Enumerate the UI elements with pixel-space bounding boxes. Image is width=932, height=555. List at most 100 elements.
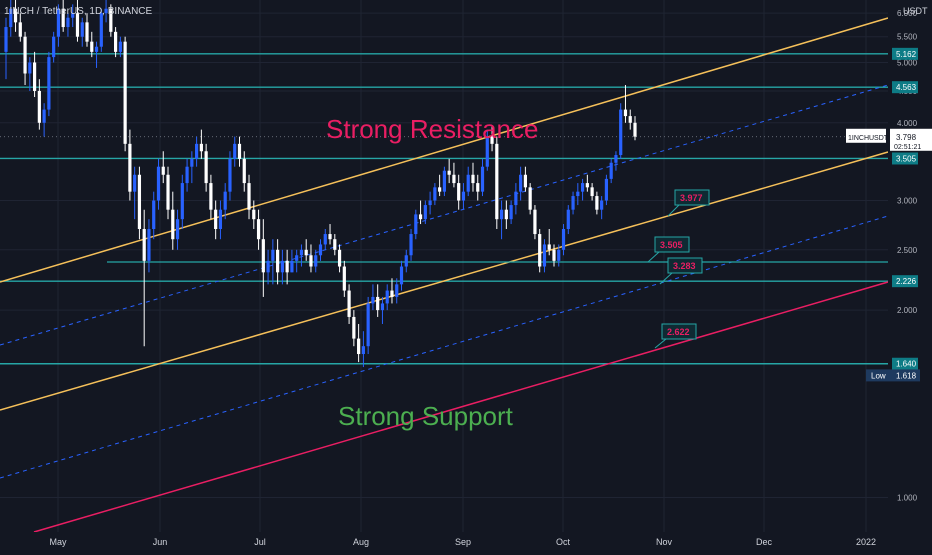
time-axis-background xyxy=(0,532,932,550)
candle-body xyxy=(504,209,508,220)
candle-body xyxy=(13,8,18,23)
candle-body xyxy=(28,62,32,74)
level-price-label: 5.162 xyxy=(896,50,917,59)
y-tick-label: 4.000 xyxy=(897,119,918,128)
y-tick-label: 5.500 xyxy=(897,33,918,42)
currency-label: USDT xyxy=(903,6,928,16)
candle-body xyxy=(576,191,580,197)
candle-body xyxy=(18,22,22,37)
candle-body xyxy=(199,143,203,152)
candle-body xyxy=(476,183,480,192)
candle-body xyxy=(171,209,175,240)
callout-value: 3.977 xyxy=(680,193,703,203)
candle-body xyxy=(609,162,613,179)
candle-body xyxy=(295,255,299,261)
candle-body xyxy=(604,178,609,201)
x-tick-label: May xyxy=(49,537,67,547)
candle-body xyxy=(37,90,41,123)
candle-body xyxy=(71,13,75,18)
candle-body xyxy=(528,187,532,210)
level-price-tag xyxy=(892,357,918,370)
candle-body xyxy=(390,290,394,297)
candle-body xyxy=(519,174,523,192)
candle-body xyxy=(623,109,628,117)
callout-value: 3.283 xyxy=(673,261,696,271)
level-price-label: 4.563 xyxy=(896,83,917,92)
candle-body xyxy=(428,200,432,206)
candle-body xyxy=(457,183,461,201)
candle-body xyxy=(256,219,261,240)
candle-body xyxy=(23,36,27,74)
annotations-layer: Strong Resistance Strong Support 1INCH /… xyxy=(4,6,710,431)
candle-body xyxy=(147,229,151,261)
candle-body xyxy=(333,239,337,250)
candle-body xyxy=(442,170,446,192)
support-label: Strong Support xyxy=(338,401,514,431)
candle-body xyxy=(61,8,65,28)
candle-body xyxy=(218,209,223,230)
candle-body xyxy=(9,8,13,28)
candle-body xyxy=(418,214,423,220)
candle-body xyxy=(347,290,351,317)
candle-body xyxy=(237,143,242,159)
candle-body xyxy=(585,183,589,188)
candle-body xyxy=(214,209,218,230)
level-price-label: 1.640 xyxy=(896,360,917,369)
candle-body xyxy=(471,174,475,184)
candle-body xyxy=(161,166,165,175)
candle-body xyxy=(266,260,270,273)
candle-body xyxy=(342,266,346,291)
time-axis[interactable]: May Jun Jul Aug Sep Oct Nov Dec 2022 xyxy=(0,532,932,550)
y-tick-label: 5.000 xyxy=(897,58,918,67)
candle-body xyxy=(290,260,294,273)
candle-body xyxy=(523,174,528,188)
level-price-label: 3.505 xyxy=(896,154,917,163)
candle-body xyxy=(285,260,289,273)
candle-body xyxy=(361,346,365,355)
candle-body xyxy=(633,122,637,137)
candle-body xyxy=(404,255,408,267)
x-tick-label: Jun xyxy=(153,537,168,547)
candle-body xyxy=(552,249,556,261)
y-tick-label: 2.500 xyxy=(897,246,918,255)
candle-body xyxy=(561,229,566,250)
candle-body xyxy=(542,244,547,267)
candle-body xyxy=(509,205,513,220)
level-price-label: 2.226 xyxy=(896,277,917,286)
candle-body xyxy=(433,187,437,201)
callout-box xyxy=(674,189,710,206)
candle-body xyxy=(94,46,99,52)
candle-body xyxy=(142,229,146,261)
candle-body xyxy=(447,170,451,175)
price-axis[interactable]: USDT 6.0005.5005.0004.5004.0003.0002.500… xyxy=(846,0,932,532)
candle-body xyxy=(514,191,518,206)
candle-body xyxy=(580,183,585,192)
candle-body xyxy=(628,116,632,123)
x-tick-label: Aug xyxy=(353,537,369,547)
candle-body xyxy=(423,205,427,220)
current-price-value: 3.798 xyxy=(896,133,917,142)
x-tick-label: 2022 xyxy=(856,537,876,547)
candle-body xyxy=(318,244,323,256)
candle-body xyxy=(228,158,232,192)
candle-body xyxy=(485,136,489,167)
candle-body xyxy=(595,196,599,210)
candle-body xyxy=(180,183,184,220)
candle-body xyxy=(47,57,51,110)
x-tick-label: Dec xyxy=(756,537,773,547)
candles-layer xyxy=(4,0,637,368)
candle-body xyxy=(204,151,208,184)
candle-body xyxy=(4,27,8,52)
candle-body xyxy=(409,234,413,256)
candle-body xyxy=(309,255,313,267)
candle-body xyxy=(395,284,399,297)
candle-body xyxy=(104,8,108,14)
candle-body xyxy=(233,143,237,159)
candle-body xyxy=(495,143,499,220)
candle-body xyxy=(128,143,132,192)
x-tick-label: Jul xyxy=(254,537,266,547)
low-marker-label: Low xyxy=(871,371,886,380)
candle-body xyxy=(614,155,618,163)
